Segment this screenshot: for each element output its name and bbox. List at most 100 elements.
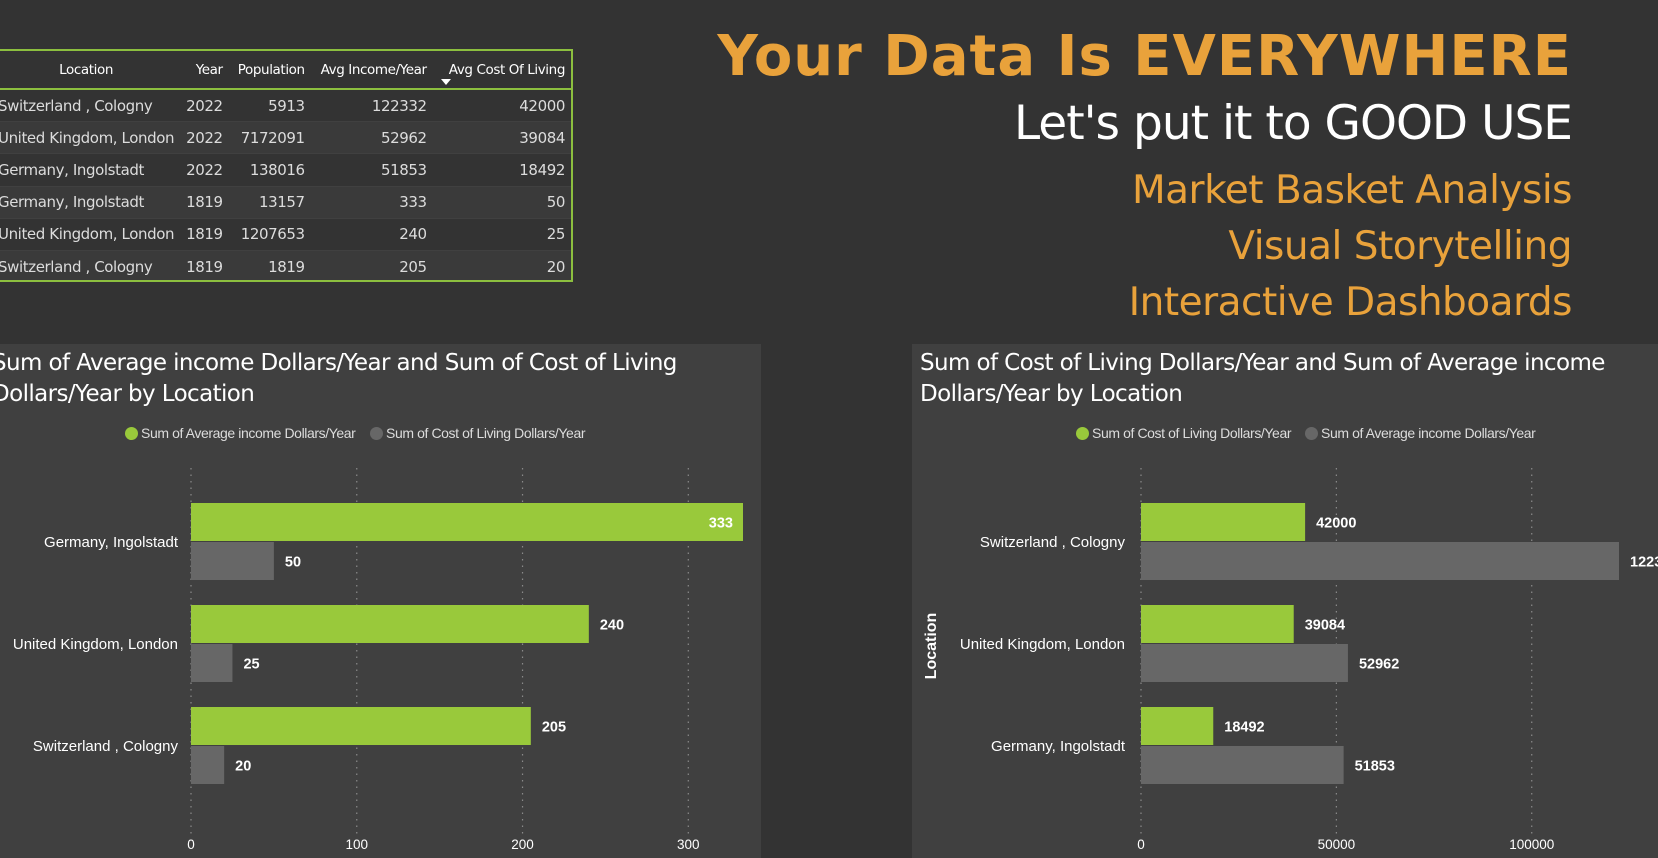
bar-primary[interactable] — [191, 605, 589, 643]
data-label: 1223 — [1630, 555, 1658, 571]
y-axis-title: Location — [923, 613, 940, 680]
x-tick-label: 0 — [1137, 837, 1145, 852]
cell-location: United Kingdom, London — [0, 218, 181, 251]
table-header-row: Location Year Population Avg Income/Year… — [0, 51, 571, 90]
table-row[interactable]: Germany, Ingolstadt 1819 13157 333 50 — [0, 186, 571, 219]
cell-avg-income: 333 — [310, 186, 433, 219]
data-label: 333 — [709, 516, 733, 532]
category-label: United Kingdom, London — [13, 636, 178, 653]
chart-title-line-2: Dollars/Year by Location — [920, 381, 1183, 407]
legend-item-income[interactable]: Sum of Average income Dollars/Year — [1305, 425, 1536, 441]
cell-year: 2022 — [180, 153, 229, 187]
bar-secondary[interactable] — [191, 542, 274, 580]
column-header-avg-cost-of-living[interactable]: Avg Cost Of Living — [432, 51, 571, 90]
hero-item-market-basket-analysis: Market Basket Analysis — [1132, 168, 1573, 213]
data-label: 42000 — [1316, 516, 1356, 532]
cell-avg-cost-of-living: 20 — [432, 250, 571, 280]
hero-item-visual-storytelling: Visual Storytelling — [1228, 224, 1572, 269]
legend-dot-icon — [125, 426, 138, 440]
column-header-year[interactable]: Year — [180, 51, 229, 90]
column-header-location[interactable]: Location — [0, 51, 181, 90]
cell-avg-income: 52962 — [310, 121, 433, 155]
hero-subtitle: Let's put it to GOOD USE — [1013, 96, 1573, 151]
cell-avg-cost-of-living: 25 — [432, 218, 571, 251]
cell-year: 2022 — [180, 89, 229, 123]
bar-primary[interactable] — [191, 503, 743, 541]
legend-item-income[interactable]: Sum of Average income Dollars/Year — [125, 425, 356, 441]
bar-secondary[interactable] — [191, 746, 225, 784]
legend-label: Sum of Cost of Living Dollars/Year — [1092, 425, 1292, 441]
cell-year: 1819 — [180, 218, 229, 251]
legend-item-cost[interactable]: Sum of Cost of Living Dollars/Year — [1076, 425, 1291, 441]
cell-location: Switzerland , Cologny — [0, 89, 181, 123]
chart-plot-area: 0 100 200 300 Germany, Ingolstadt 333 50 United… — [13, 468, 743, 852]
data-label: 18492 — [1224, 720, 1264, 736]
x-tick-label: 0 — [187, 837, 195, 852]
bar-secondary[interactable] — [1141, 644, 1348, 682]
data-label: 50 — [285, 555, 301, 571]
data-label: 20 — [235, 759, 251, 775]
bar-secondary[interactable] — [191, 644, 233, 682]
chart-plot-area: 0 50000 100000 Switzerland , Cologny 42000 12… — [923, 468, 1658, 852]
category-label: Switzerland , Cologny — [33, 738, 179, 755]
cell-location: Switzerland , Cologny — [0, 250, 181, 280]
category-label: United Kingdom, London — [960, 636, 1125, 653]
cell-avg-cost-of-living: 42000 — [432, 89, 571, 123]
cell-year: 2022 — [180, 121, 229, 155]
sort-descending-icon — [440, 79, 451, 85]
table-row[interactable]: Switzerland , Cologny 1819 1819 205 20 — [0, 250, 571, 280]
chart-panel-income-vs-cost[interactable]: Sum of Average income Dollars/Year and S… — [0, 344, 761, 858]
column-header-avg-cost-of-living-label: Avg Cost Of Living — [448, 61, 566, 78]
legend-dot-icon — [370, 426, 383, 440]
cell-avg-income: 205 — [310, 250, 433, 280]
table-row[interactable]: United Kingdom, London 2022 7172091 52962 39… — [0, 121, 571, 155]
data-table[interactable]: Location Year Population Avg Income/Year… — [0, 49, 573, 282]
chart-title-line-1: Sum of Cost of Living Dollars/Year and S… — [920, 350, 1605, 376]
cell-year: 1819 — [180, 250, 229, 280]
chart-title-line-1: Sum of Average income Dollars/Year and S… — [0, 350, 677, 376]
table-row[interactable]: United Kingdom, London 1819 1207653 240 25 — [0, 218, 571, 251]
x-tick-label: 100000 — [1509, 837, 1554, 852]
bar-primary[interactable] — [1141, 503, 1306, 541]
legend-label: Sum of Cost of Living Dollars/Year — [386, 425, 586, 441]
hero-item-interactive-dashboards: Interactive Dashboards — [1128, 280, 1573, 325]
legend-label: Sum of Average income Dollars/Year — [1321, 425, 1536, 441]
data-label: 205 — [542, 720, 566, 736]
column-header-population[interactable]: Population — [228, 51, 311, 90]
cell-avg-cost-of-living: 50 — [432, 186, 571, 219]
cell-avg-income: 240 — [310, 218, 433, 251]
data-label: 39084 — [1305, 618, 1345, 634]
legend-dot-icon — [1305, 426, 1318, 440]
column-header-avg-income[interactable]: Avg Income/Year — [310, 51, 433, 90]
chart-title: Sum of Average income Dollars/Year and S… — [0, 348, 677, 410]
data-label: 52962 — [1359, 657, 1399, 673]
cell-population: 1819 — [228, 250, 311, 280]
cell-population: 5913 — [228, 89, 311, 123]
cell-population: 1207653 — [228, 218, 311, 251]
cell-avg-income: 51853 — [310, 153, 433, 187]
cell-population: 138016 — [228, 153, 311, 187]
legend-label: Sum of Average income Dollars/Year — [141, 425, 356, 441]
cell-population: 7172091 — [228, 121, 311, 155]
bar-primary[interactable] — [191, 707, 531, 745]
data-label: 25 — [243, 657, 259, 673]
chart-title: Sum of Cost of Living Dollars/Year and S… — [920, 348, 1620, 410]
hero-title: Your Data Is EVERYWHERE — [717, 24, 1572, 89]
bar-secondary[interactable] — [1141, 746, 1344, 784]
table-body: Switzerland , Cologny 2022 5913 122332 42000… — [0, 89, 571, 280]
x-tick-label: 100 — [346, 837, 369, 852]
bar-primary[interactable] — [1141, 707, 1214, 745]
cell-location: United Kingdom, London — [0, 121, 181, 155]
category-label: Switzerland , Cologny — [980, 534, 1126, 551]
bar-primary[interactable] — [1141, 605, 1294, 643]
x-tick-label: 50000 — [1318, 837, 1356, 852]
x-tick-label: 200 — [511, 837, 534, 852]
data-label: 240 — [600, 618, 624, 634]
table-row[interactable]: Germany, Ingolstadt 2022 138016 51853 18492 — [0, 153, 571, 187]
cell-year: 1819 — [180, 186, 229, 219]
bar-secondary[interactable] — [1141, 542, 1619, 580]
table-row[interactable]: Switzerland , Cologny 2022 5913 122332 42000 — [0, 89, 571, 123]
legend-item-cost[interactable]: Sum of Cost of Living Dollars/Year — [370, 425, 585, 441]
category-label: Germany, Ingolstadt — [44, 534, 179, 551]
chart-panel-cost-vs-income[interactable]: Sum of Cost of Living Dollars/Year and S… — [912, 344, 1658, 858]
